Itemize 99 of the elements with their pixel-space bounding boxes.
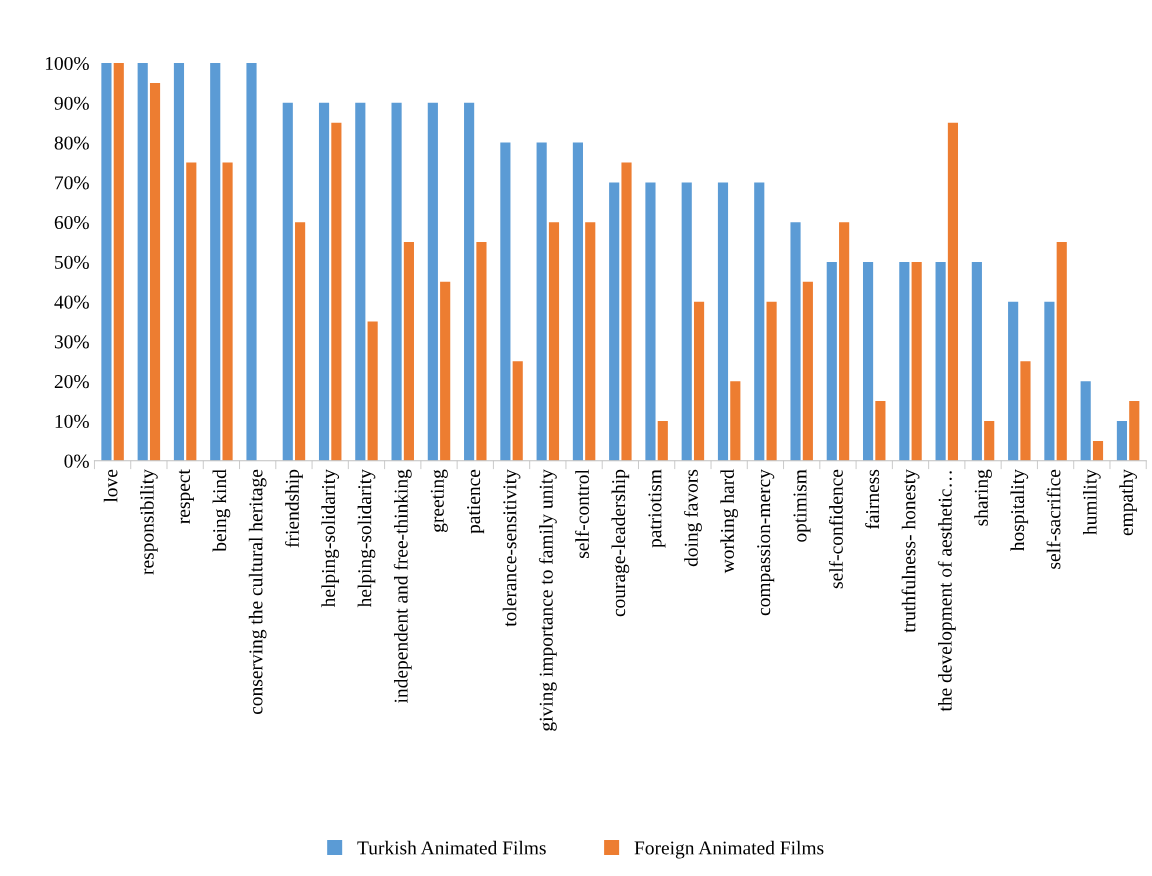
x-tick-label: hospitality [1010,469,1029,552]
x-tick-label: courage-leadership [611,469,630,617]
bar [657,421,668,461]
x-tick-label: love [103,469,118,503]
y-tick-label: 40% [54,295,89,309]
x-tick-label: conserving the cultural heritage [248,469,267,715]
bar [839,222,850,461]
bar [222,162,233,461]
y-tick-label: 30% [54,335,89,349]
bar [210,63,221,461]
bar [391,102,402,461]
x-tick-label: fairness [865,469,880,529]
x-tick-label: working hard [720,469,738,574]
bar [984,421,995,461]
x-tick-label: responsibility [140,469,158,575]
bar [476,242,487,461]
bar [536,142,547,461]
x-tick-label: self-control [575,469,589,558]
x-tick-label: independent and free-thinking [393,469,412,704]
bar [717,182,729,461]
bar [681,182,692,461]
bar [464,102,475,461]
bar [1116,421,1128,461]
bar [585,222,596,461]
bar [1008,301,1019,461]
bar [572,142,583,461]
bar [730,381,741,461]
y-tick-label: 50% [55,255,89,269]
bar [790,222,801,461]
bar [246,63,257,461]
bar [355,102,366,461]
bar [1129,401,1140,461]
bar [1080,381,1091,461]
y-tick-label: 0% [64,454,89,468]
x-tick-label: optimism [793,469,811,542]
bar [911,261,922,461]
y-tick-label: 10% [55,414,89,429]
bar [403,242,414,461]
bar [440,281,451,461]
x-tick-label: helping-solidarity [357,469,376,608]
x-tick-label: tolerance-sensitivity [502,469,521,627]
y-tick-label: 80% [54,136,89,150]
bar [802,281,813,461]
bar [1020,361,1031,461]
y-tick-label: 20% [54,375,89,389]
x-tick-label: truthfulness- honesty [901,469,920,633]
bar [282,102,293,461]
bar [875,401,886,461]
y-tick-label: 90% [54,96,89,110]
bar [1056,242,1067,461]
x-tick-label: giving importance to family unity [538,469,557,731]
x-tick-label: doing favors [683,469,702,567]
bar [113,63,124,461]
bar [331,122,342,461]
bar [500,142,511,461]
bar [101,63,112,461]
bar [548,222,560,461]
bar [862,261,874,461]
bar [173,63,185,461]
x-tick-label: respect [178,469,194,524]
bar [1044,301,1055,461]
y-tick-label: 100% [45,56,89,71]
bar [318,102,330,461]
bar [766,301,777,461]
bar [609,182,620,461]
x-tick-label: greeting [430,469,448,532]
x-tick-label: the development of aesthetic… [937,471,956,712]
legend-label: Turkish Animated Films [357,840,546,855]
x-tick-label: patriotism [648,469,666,548]
y-tick-label: 70% [55,176,89,190]
bar [826,261,837,461]
x-tick-label: self-confidence [828,469,843,589]
bar [137,63,148,461]
bar [186,162,197,461]
x-tick-label: sharing [974,469,992,526]
bar [1092,440,1104,461]
bar [971,261,982,461]
x-tick-label: humility [1082,469,1101,535]
bar [295,222,306,461]
x-tick-label: patience [467,469,485,534]
bar [621,162,632,461]
bar [899,261,910,461]
bar [367,321,378,461]
bar [693,301,705,461]
x-tick-label: friendship [285,469,303,548]
x-tick-label: helping-solidarity [321,469,340,608]
bar [149,82,161,461]
x-tick-label: being kind [212,469,231,552]
bar [427,102,438,461]
bar [645,182,656,461]
x-tick-label: self-sacrifice [1046,469,1061,569]
bar [512,361,523,461]
bar [935,261,946,461]
bar [754,182,765,461]
x-tick-label: empathy [1119,469,1137,536]
x-tick-label: compassion-mercy [757,469,775,616]
legend-label: Foreign Animated Films [634,840,824,859]
bar [947,122,959,461]
y-tick-label: 60% [54,215,89,230]
